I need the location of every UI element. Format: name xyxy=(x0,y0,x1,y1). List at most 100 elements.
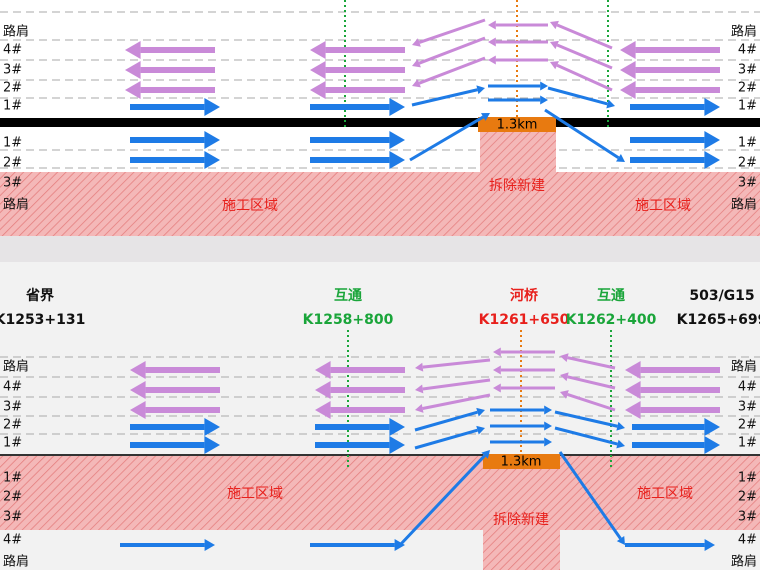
station-km: K1262+400 xyxy=(566,312,657,328)
lane-label: 4# xyxy=(738,380,757,395)
lane-label: 4# xyxy=(3,43,22,58)
arrow xyxy=(409,115,485,162)
arrow xyxy=(554,410,618,428)
arrow xyxy=(566,393,616,412)
lane-label: 1# xyxy=(738,471,757,486)
arrow xyxy=(556,23,613,50)
arrow-head xyxy=(488,37,496,47)
lane-label: 1# xyxy=(3,99,22,114)
arrow-head xyxy=(493,383,501,393)
station-km: K1253+131 xyxy=(0,312,85,328)
arrow-head xyxy=(389,98,405,116)
station-name: 河桥 xyxy=(510,287,539,304)
arrow-head xyxy=(480,113,490,121)
arrow-head xyxy=(616,439,625,449)
lane-label: 路肩 xyxy=(3,197,29,213)
arrow-head xyxy=(540,95,548,105)
arrow-head xyxy=(493,347,501,357)
lane-label: 3# xyxy=(3,400,22,415)
arrow-head xyxy=(620,61,636,79)
arrow-head xyxy=(125,41,141,59)
lane-label: 3# xyxy=(738,400,757,415)
work-zone-label: 施工区域 xyxy=(637,486,693,502)
arrow-head xyxy=(125,61,141,79)
arrow-head xyxy=(394,539,405,551)
arrow-head xyxy=(544,405,552,415)
arrow-head xyxy=(415,404,424,413)
work-zone-label: 施工区域 xyxy=(227,486,283,502)
arrow-head xyxy=(704,418,720,436)
lane-label: 1# xyxy=(3,471,22,486)
lane-label: 路肩 xyxy=(731,359,757,375)
lane-label: 3# xyxy=(3,510,22,525)
arrow xyxy=(556,63,613,92)
lane-label: 1# xyxy=(738,99,757,114)
arrow-head xyxy=(415,362,424,372)
arrow-head xyxy=(315,381,331,399)
lane-label: 2# xyxy=(3,156,22,171)
arrow-head xyxy=(540,81,548,91)
station-name: 503/G15 xyxy=(689,288,754,304)
arrow-head xyxy=(616,421,625,431)
arrow-head xyxy=(704,151,720,169)
arrow-head xyxy=(550,40,559,50)
arrow-head xyxy=(412,38,421,47)
arrow-head xyxy=(415,384,424,394)
lane-label: 3# xyxy=(738,176,757,191)
station-km: K1265+699 xyxy=(677,312,760,328)
work-zone xyxy=(0,456,760,530)
arrow-head xyxy=(130,381,146,399)
station-name: 互通 xyxy=(334,288,362,304)
arrow xyxy=(418,18,486,44)
arrow-head xyxy=(310,61,326,79)
arrow-head xyxy=(616,153,625,162)
arrow-head xyxy=(204,436,220,454)
lane-label: 1# xyxy=(738,436,757,451)
arrow xyxy=(558,451,622,540)
lane-label: 3# xyxy=(3,63,22,78)
arrow-head xyxy=(488,55,496,65)
lane-label: 2# xyxy=(738,81,757,96)
lane-label: 路肩 xyxy=(3,554,29,570)
work-zone-label: 施工区域 xyxy=(222,198,278,214)
arrow-head xyxy=(310,81,326,99)
arrow-head xyxy=(560,390,569,399)
arrow xyxy=(398,454,486,547)
arrow-head xyxy=(204,151,220,169)
arrow xyxy=(544,108,620,160)
arrow-head xyxy=(389,418,405,436)
arrow xyxy=(422,358,491,369)
lane-label: 路肩 xyxy=(731,197,757,213)
station-name: 互通 xyxy=(597,288,625,304)
arrow-head xyxy=(204,131,220,149)
arrow xyxy=(418,36,486,65)
arrow-head xyxy=(315,401,331,419)
lane-label: 1# xyxy=(3,436,22,451)
arrow-head xyxy=(412,59,421,68)
lane-label: 2# xyxy=(3,81,22,96)
lane-label: 2# xyxy=(738,156,757,171)
lane-label: 3# xyxy=(738,510,757,525)
arrow-head xyxy=(488,20,496,30)
arrow xyxy=(414,428,478,450)
arrow xyxy=(422,393,491,410)
lane-label: 2# xyxy=(3,490,22,505)
lane-label: 2# xyxy=(738,418,757,433)
lane-label: 4# xyxy=(738,533,757,548)
lane-label: 1# xyxy=(3,136,22,151)
arrow xyxy=(567,375,616,390)
arrow-head xyxy=(704,539,715,551)
bridge-label: 1.3km xyxy=(501,455,542,470)
arrow-head xyxy=(389,131,405,149)
arrow xyxy=(418,56,486,85)
bridge-bar xyxy=(483,454,560,469)
arrow-head xyxy=(550,20,559,30)
arrow-head xyxy=(606,99,615,109)
lane-label: 路肩 xyxy=(3,24,29,40)
work-zone-label: 施工区域 xyxy=(635,198,691,214)
lane-label: 2# xyxy=(3,418,22,433)
arrow-head xyxy=(125,81,141,99)
lane-label: 4# xyxy=(3,533,22,548)
arrow-head xyxy=(704,131,720,149)
arrow-head xyxy=(315,361,331,379)
